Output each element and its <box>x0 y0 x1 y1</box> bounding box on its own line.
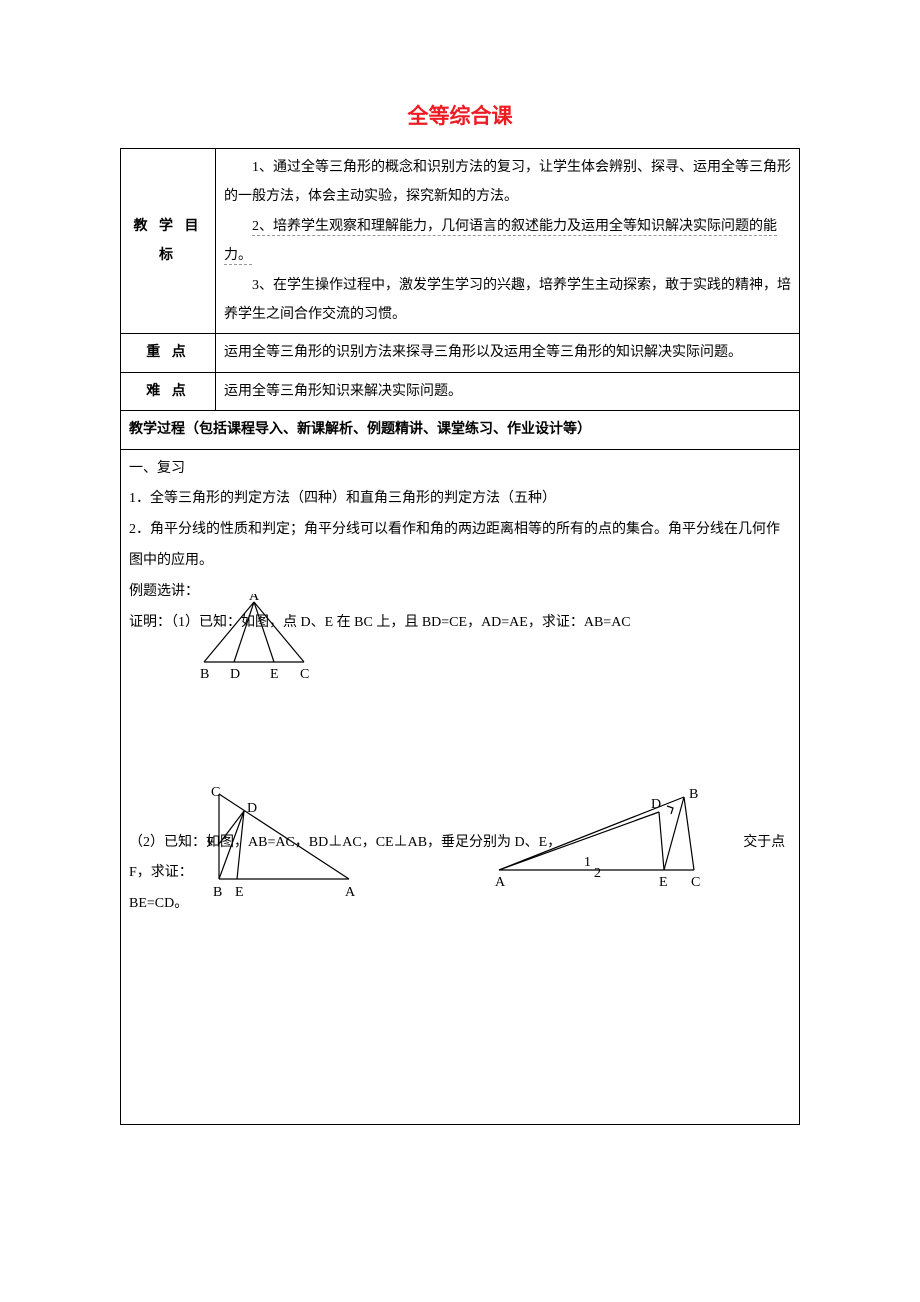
fig1-wrap: A B D E C <box>184 594 334 695</box>
goal-p2: 2、培养学生观察和理解能力，几何语言的叙述能力及运用全等知识解决实际问题的能力。 <box>224 212 791 271</box>
page-root: 全等综合课 教 学 目 标 1、通过全等三角形的概念和识别方法的复习，让学生体会… <box>0 0 920 1302</box>
row-diff: 难 点 运用全等三角形知识来解决实际问题。 <box>121 372 800 410</box>
proc-s6-pre: （2）已知：如图，AB=AC，BD⊥AC，CE⊥AB，垂足分别为 D、E， <box>129 835 561 850</box>
key-label: 重 点 <box>121 334 216 372</box>
proc-s3: 2．角平分线的性质和判定；角平分线可以看作和角的两边距离相等的所有的点的集合。角… <box>129 515 791 577</box>
fig2-D: D <box>247 801 257 816</box>
goal-p3: 3、在学生操作过程中，激发学生学习的兴趣，培养学生主动探索，敢于实践的精神，培养… <box>224 271 791 330</box>
fig2-C: C <box>211 785 220 800</box>
row-process-header: 教学过程（包括课程导入、新课解析、例题精讲、课堂练习、作业设计等） <box>121 411 800 449</box>
fig1-D: D <box>230 667 240 682</box>
goal-label: 教 学 目 标 <box>121 149 216 334</box>
fig3-B: B <box>689 787 698 802</box>
row-goal: 教 学 目 标 1、通过全等三角形的概念和识别方法的复习，让学生体会辨别、探寻、… <box>121 149 800 334</box>
goal-content: 1、通过全等三角形的概念和识别方法的复习，让学生体会辨别、探寻、运用全等三角形的… <box>216 149 800 334</box>
fig1-C: C <box>300 667 309 682</box>
fig1-svg: A B D E C <box>184 594 334 684</box>
fig3-D: D <box>651 797 661 812</box>
row-key: 重 点 运用全等三角形的识别方法来探寻三角形以及运用全等三角形的知识解决实际问题… <box>121 334 800 372</box>
goal-p2-text: 2、培养学生观察和理解能力，几何语言的叙述能力及运用全等知识解决实际问题的能力。 <box>224 219 777 265</box>
row-process-body: 一、复习 1．全等三角形的判定方法（四种）和直角三角形的判定方法（五种） 2．角… <box>121 449 800 1124</box>
proc-s2: 1．全等三角形的判定方法（四种）和直角三角形的判定方法（五种） <box>129 484 791 515</box>
lesson-plan-table: 教 学 目 标 1、通过全等三角形的概念和识别方法的复习，让学生体会辨别、探寻、… <box>120 148 800 1125</box>
proc-s6-line1: （2）已知：如图，AB=AC，BD⊥AC，CE⊥AB，垂足分别为 D、E， 交于… <box>129 828 791 890</box>
fig1-A: A <box>249 594 260 604</box>
diff-content: 运用全等三角形知识来解决实际问题。 <box>216 372 800 410</box>
key-content: 运用全等三角形的识别方法来探寻三角形以及运用全等三角形的知识解决实际问题。 <box>216 334 800 372</box>
problem2-block: （2）已知：如图，AB=AC，BD⊥AC，CE⊥AB，垂足分别为 D、E， 交于… <box>129 828 791 920</box>
goal-p1: 1、通过全等三角形的概念和识别方法的复习，让学生体会辨别、探寻、运用全等三角形的… <box>224 153 791 212</box>
goal-p1-text: 1、通过全等三角形的概念和识别方法的复习，让学生体会辨别、探寻、运用全等三角形的… <box>224 160 791 204</box>
process-header: 教学过程（包括课程导入、新课解析、例题精讲、课堂练习、作业设计等） <box>121 411 800 449</box>
doc-title: 全等综合课 <box>120 100 800 130</box>
fig1-B: B <box>200 667 209 682</box>
fig1-E: E <box>270 667 279 682</box>
process-body: 一、复习 1．全等三角形的判定方法（四种）和直角三角形的判定方法（五种） 2．角… <box>121 449 800 1124</box>
diff-label: 难 点 <box>121 372 216 410</box>
proc-s1: 一、复习 <box>129 454 791 485</box>
problem1-block: 证明：（1）已知：如图，点 D、E 在 BC 上，且 BD=CE，AD=AE，求… <box>129 608 791 698</box>
spacer-2 <box>129 920 791 1120</box>
